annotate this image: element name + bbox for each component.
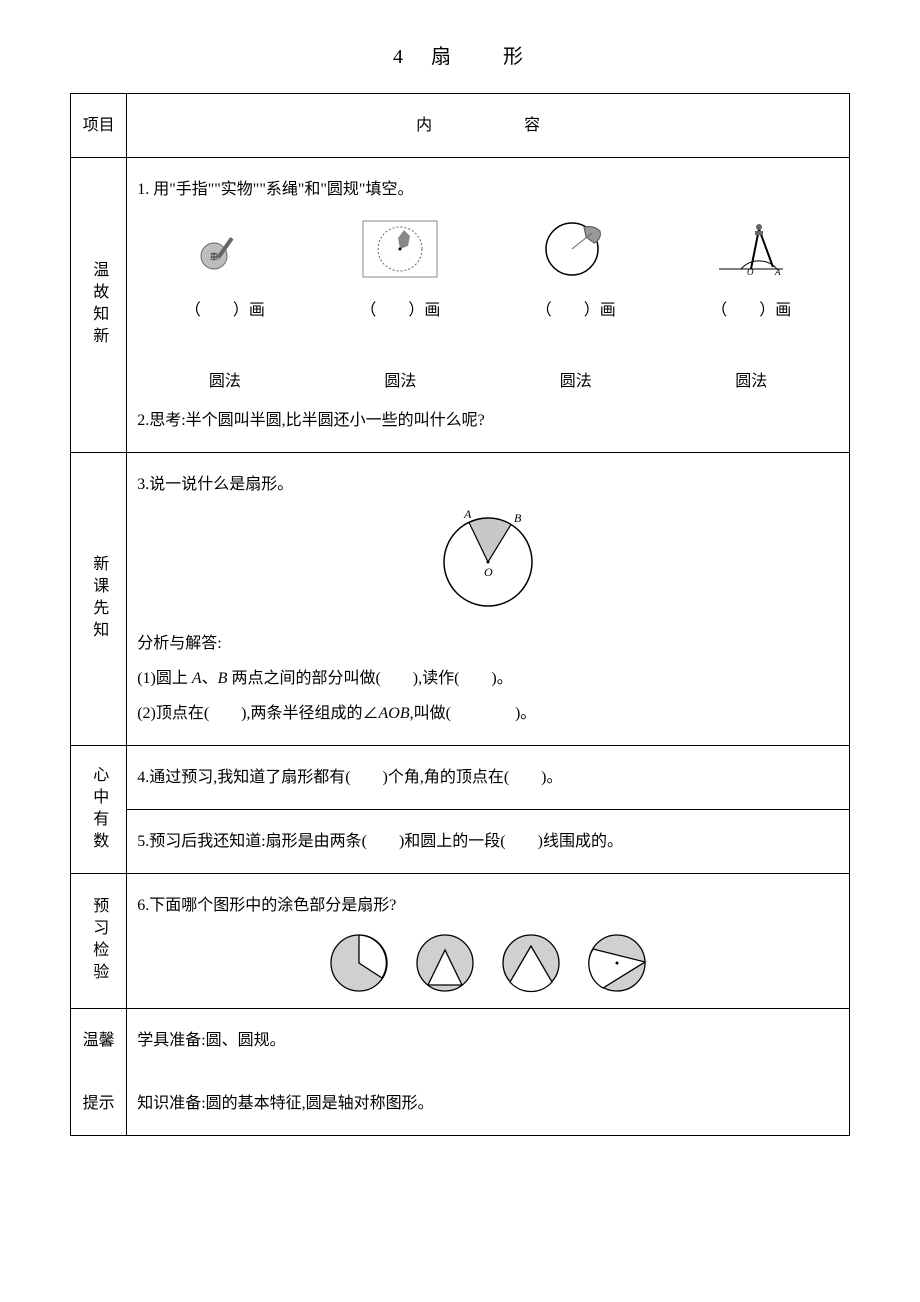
section1-label: 温故知新 [71, 158, 127, 453]
method-1-caption: （ ）画 圆法 [155, 293, 295, 399]
tips-line1: 学具准备:圆、圆规。 [127, 1008, 850, 1072]
q2: 2.思考:半个圆叫半圆,比半圆还小一些的叫什么呢? [137, 403, 839, 438]
shape-4 [586, 932, 648, 994]
section1-content: 1. 用"手指""实物""系绳"和"圆规"填空。 車 （ ）画 圆法 [127, 158, 850, 453]
section4-content: 6.下面哪个图形中的涂色部分是扇形? [127, 874, 850, 1008]
method-4: O A （ ）画 圆法 [681, 219, 821, 399]
svg-text:O: O [484, 565, 493, 579]
section4-label: 预习检验 [71, 874, 127, 1008]
method-4-icon: O A [681, 219, 821, 279]
worksheet-table: 项目 内 容 温故知新 1. 用"手指""实物""系绳"和"圆规"填空。 車 （… [70, 93, 850, 1136]
section-new: 新课先知 3.说一说什么是扇形。 A B O 分析与解答: (1)圆上 A、B … [71, 453, 850, 746]
shape-3 [500, 932, 562, 994]
method-2-icon [330, 219, 470, 279]
svg-text:B: B [514, 511, 522, 525]
q3-1: (1)圆上 A、B 两点之间的部分叫做( ),读作( )。 [137, 661, 839, 696]
method-2-caption: （ ）画 圆法 [330, 293, 470, 399]
svg-text:A: A [463, 507, 472, 521]
q6: 6.下面哪个图形中的涂色部分是扇形? [137, 888, 839, 923]
section2-content: 3.说一说什么是扇形。 A B O 分析与解答: (1)圆上 A、B 两点之间的… [127, 453, 850, 746]
q5: 5.预习后我还知道:扇形是由两条( )和圆上的一段( )线围成的。 [127, 810, 850, 874]
q3-2: (2)顶点在( ),两条半径组成的∠AOB,叫做( )。 [137, 696, 839, 731]
svg-text:A: A [774, 267, 781, 277]
section-check: 预习检验 6.下面哪个图形中的涂色部分是扇形? [71, 874, 850, 1008]
method-3: （ ）画 圆法 [506, 219, 646, 399]
sector-diagram: A B O [137, 502, 839, 625]
q4: 4.通过预习,我知道了扇形都有( )个角,角的顶点在( )。 [127, 746, 850, 810]
methods-row: 車 （ ）画 圆法 （ [137, 219, 839, 399]
section3-label: 心中有数 [71, 746, 127, 874]
method-3-icon [506, 219, 646, 279]
method-1: 車 （ ）画 圆法 [155, 219, 295, 399]
shape-2 [414, 932, 476, 994]
page-title: 4 扇 形 [30, 40, 890, 69]
header-label: 项目 [71, 94, 127, 158]
q3-intro: 3.说一说什么是扇形。 [137, 467, 839, 502]
section-tips-2: 提示 知识准备:圆的基本特征,圆是轴对称图形。 [71, 1072, 850, 1136]
section-review: 温故知新 1. 用"手指""实物""系绳"和"圆规"填空。 車 （ ）画 圆法 [71, 158, 850, 453]
tips-line2: 知识准备:圆的基本特征,圆是轴对称图形。 [127, 1072, 850, 1136]
section-tips-1: 温馨 学具准备:圆、圆规。 [71, 1008, 850, 1072]
section2-label: 新课先知 [71, 453, 127, 746]
header-row: 项目 内 容 [71, 94, 850, 158]
shapes-row [137, 932, 839, 994]
shape-1 [328, 932, 390, 994]
section5-label1: 温馨 [71, 1008, 127, 1072]
svg-text:O: O [747, 267, 754, 277]
method-1-icon: 車 [155, 219, 295, 279]
q1-intro: 1. 用"手指""实物""系绳"和"圆规"填空。 [137, 172, 839, 207]
method-3-caption: （ ）画 圆法 [506, 293, 646, 399]
method-4-caption: （ ）画 圆法 [681, 293, 821, 399]
header-content: 内 容 [127, 94, 850, 158]
section-summary-1: 心中有数 4.通过预习,我知道了扇形都有( )个角,角的顶点在( )。 [71, 746, 850, 810]
section-summary-2: 5.预习后我还知道:扇形是由两条( )和圆上的一段( )线围成的。 [71, 810, 850, 874]
method-2: （ ）画 圆法 [330, 219, 470, 399]
section5-label2: 提示 [71, 1072, 127, 1136]
analysis-label: 分析与解答: [137, 626, 839, 661]
